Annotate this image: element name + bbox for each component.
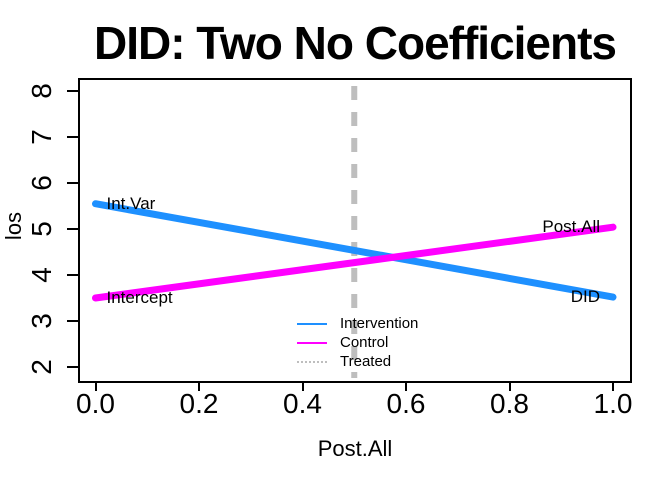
x-tick-label: 0.4: [283, 388, 322, 419]
y-tick-mark: [67, 136, 78, 138]
legend-item-control: Control: [297, 333, 418, 352]
line-end-label: DID: [570, 287, 600, 307]
legend-line-sample: [297, 360, 327, 363]
y-tick-label: 7: [26, 129, 57, 145]
y-tick-label: 6: [26, 175, 57, 191]
x-tick-mark: [301, 383, 304, 391]
legend-item-treated: Treated: [297, 352, 418, 371]
legend: Intervention Control Treated: [297, 314, 418, 371]
x-axis-title: Post.All: [317, 436, 393, 461]
y-tick-label: 8: [26, 83, 57, 99]
y-tick-mark: [67, 228, 78, 230]
legend-label: Treated: [340, 353, 392, 370]
y-tick-label: 3: [26, 313, 57, 329]
x-tick-mark: [94, 383, 97, 391]
x-tick-mark: [405, 383, 407, 391]
x-tick-label: 0.8: [490, 388, 529, 419]
y-tick-mark: [67, 90, 78, 92]
x-tick-mark: [508, 383, 511, 391]
x-tick-mark: [198, 383, 200, 391]
y-tick-label: 4: [26, 267, 57, 283]
x-tick-label: 0.6: [386, 388, 426, 419]
legend-item-intervention: Intervention: [297, 314, 418, 333]
line-start-label: Int.Var: [106, 193, 156, 213]
line-start-label: Intercept: [106, 288, 173, 307]
y-axis-title: los: [1, 211, 26, 241]
line-end-label: Post.All: [542, 217, 600, 237]
legend-label: Control: [340, 334, 389, 351]
x-tick-label: 0.2: [179, 388, 219, 419]
y-tick-label: 5: [26, 221, 57, 237]
y-tick-label: 2: [26, 359, 57, 375]
y-tick-mark: [67, 182, 78, 184]
legend-line-sample: [297, 322, 327, 325]
legend-label: Intervention: [340, 315, 419, 332]
plot-border: [78, 78, 632, 383]
x-tick-label: 1.0: [593, 388, 633, 419]
legend-line-sample: [297, 341, 327, 344]
x-tick-label: 0.0: [76, 388, 115, 419]
y-tick-mark: [67, 320, 78, 322]
y-tick-mark: [67, 366, 78, 368]
y-tick-mark: [67, 274, 78, 276]
chart-title: DID: Two No Coefficients: [93, 17, 617, 69]
x-tick-mark: [612, 383, 614, 391]
